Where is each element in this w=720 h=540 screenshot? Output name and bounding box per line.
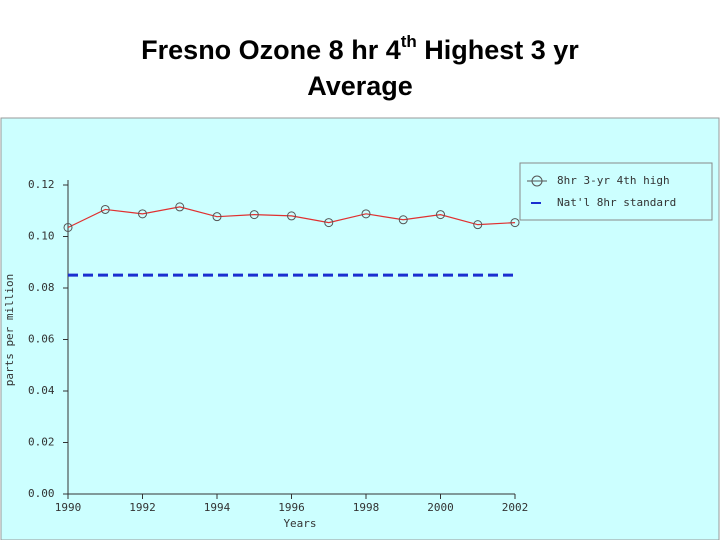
point (175, 202, 185, 212)
point (324, 218, 334, 228)
x-tick-label: 1992 (129, 501, 156, 514)
x-tick-label: 1996 (278, 501, 305, 514)
point (138, 209, 147, 219)
chart-title-line2: Average (307, 71, 413, 101)
point (361, 209, 371, 219)
x-tick-label: 1998 (353, 501, 380, 514)
point (249, 210, 259, 220)
point (287, 211, 296, 221)
point (473, 220, 483, 230)
series-line (67, 206, 516, 229)
y-axis-label: parts per million (3, 274, 16, 387)
x-tick-label: 2002 (502, 501, 529, 514)
y-tick-label: 0.06 (28, 333, 55, 346)
title-part: Highest 3 yr (417, 35, 580, 65)
legend-box (519, 162, 713, 221)
y-tick-label: 0.12 (28, 178, 55, 191)
x-tick-label: 1994 (204, 501, 231, 514)
x-tick-label: 1990 (55, 501, 82, 514)
title-superscript: th (401, 32, 417, 51)
legend-label: Nat'l 8hr standard (557, 196, 676, 209)
legend-marker (531, 175, 543, 187)
title-part: Fresno Ozone 8 hr 4 (141, 35, 401, 65)
point (100, 204, 110, 214)
y-tick-label: 0.00 (28, 487, 55, 500)
legend-label: 8hr 3-yr 4th high (557, 174, 670, 187)
point (510, 218, 520, 228)
chart-title: Fresno Ozone 8 hr 4th Highest 3 yr (141, 32, 579, 65)
y-tick-label: 0.08 (28, 281, 55, 294)
point (398, 215, 408, 225)
y-tick-label: 0.02 (28, 436, 55, 449)
point (436, 210, 445, 220)
point (63, 222, 73, 232)
y-tick-label: 0.10 (28, 230, 55, 243)
x-tick-label: 2000 (427, 501, 454, 514)
x-axis-label: Years (283, 517, 316, 530)
point (212, 212, 222, 222)
y-tick-label: 0.04 (28, 384, 55, 397)
